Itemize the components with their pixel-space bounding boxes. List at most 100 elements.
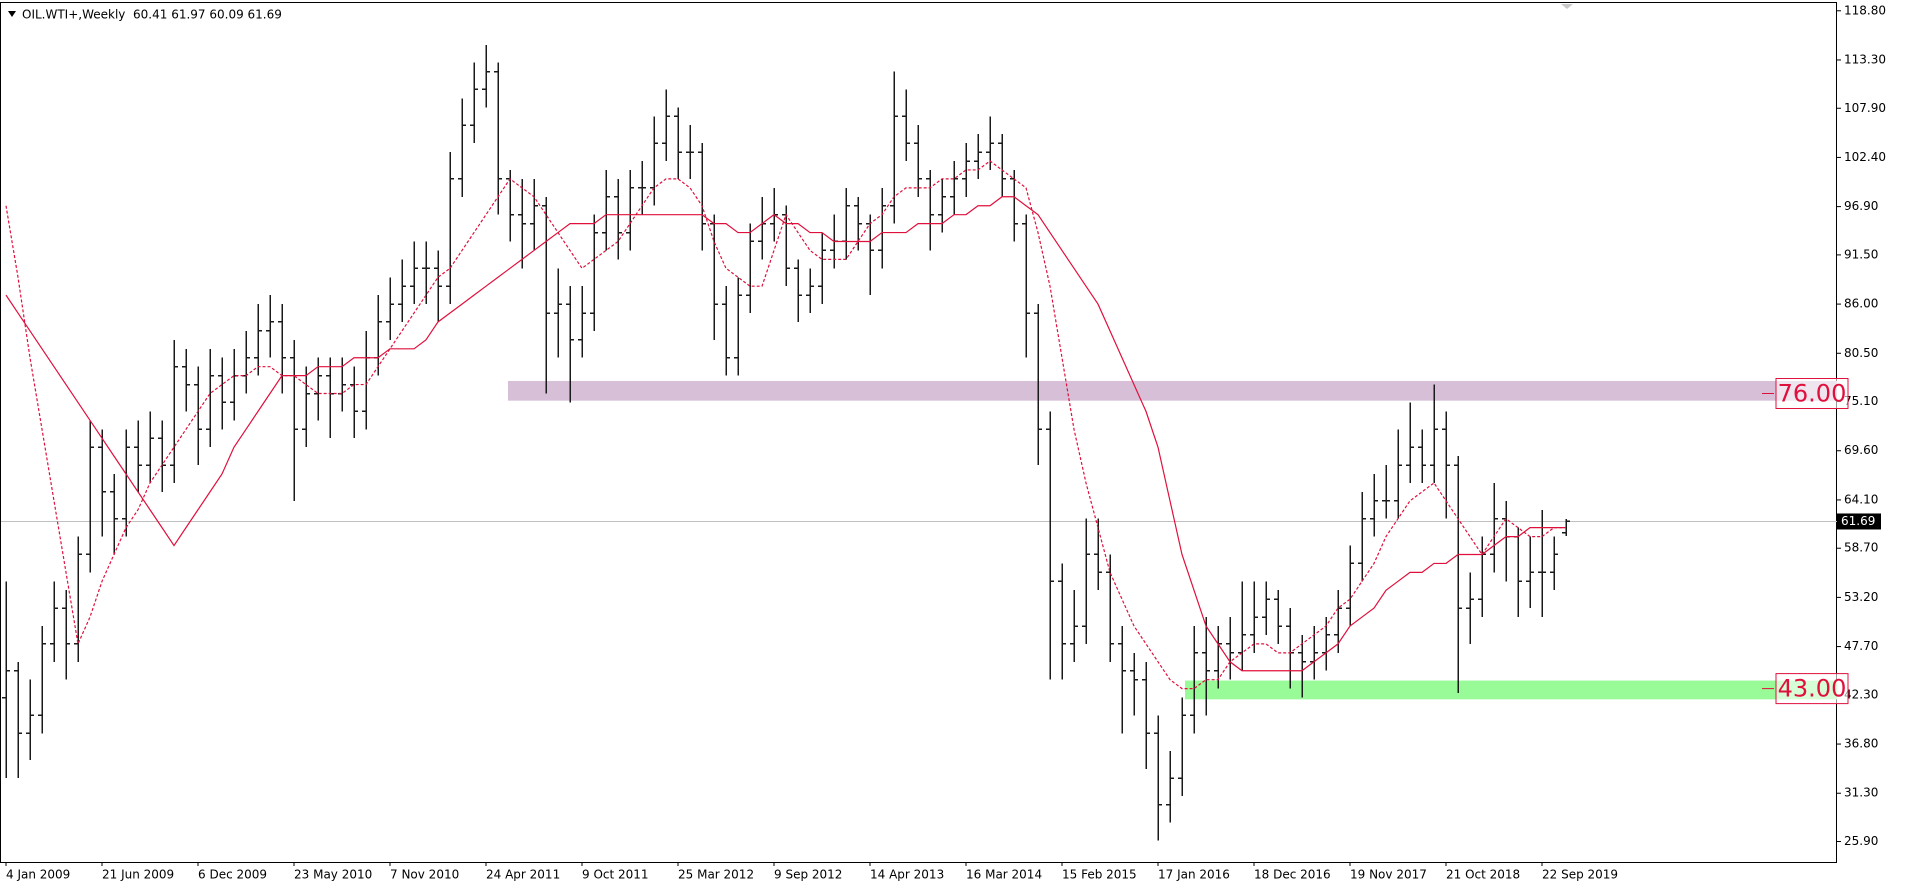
ohlc-bar bbox=[398, 259, 406, 322]
last-price-box bbox=[1837, 513, 1881, 530]
ohlc-bar bbox=[218, 357, 226, 430]
ohlc-bar bbox=[878, 187, 886, 269]
x-tick-label: 25 Mar 2012 bbox=[678, 868, 754, 882]
level-label: 43.00 bbox=[1778, 675, 1847, 703]
ohlc-bar bbox=[110, 473, 118, 555]
ohlc-bar bbox=[1226, 617, 1234, 680]
ohlc-bar bbox=[950, 161, 958, 215]
x-tick-label: 18 Dec 2016 bbox=[1254, 868, 1331, 882]
ohlc-bar bbox=[14, 661, 22, 779]
ohlc-bar bbox=[1382, 465, 1390, 519]
ohlc-bar bbox=[302, 366, 310, 448]
ohlc-bar bbox=[314, 357, 322, 421]
ohlc-bar bbox=[1166, 751, 1174, 823]
ohlc-bar bbox=[1250, 581, 1258, 653]
level-label-box bbox=[1775, 378, 1849, 410]
ohlc-bar bbox=[974, 134, 982, 179]
ohlc-bar bbox=[674, 107, 682, 179]
ohlc-bar bbox=[254, 304, 262, 376]
x-tick-label: 14 Apr 2013 bbox=[870, 868, 944, 882]
ohlc-bar bbox=[1058, 563, 1066, 680]
y-tick-label: 42.30 bbox=[1844, 687, 1878, 701]
x-tick-label: 17 Jan 2016 bbox=[1158, 868, 1230, 882]
y-tick-label: 96.90 bbox=[1844, 199, 1878, 213]
chart-title: OIL.WTI+,Weekly 60.41 61.97 60.09 61.69 bbox=[22, 8, 282, 22]
ohlc-bar bbox=[1106, 554, 1114, 662]
level-label: 76.00 bbox=[1778, 380, 1847, 408]
x-tick-label: 9 Oct 2011 bbox=[582, 868, 649, 882]
ohlc-bar bbox=[746, 223, 754, 314]
ohlc-bar bbox=[194, 366, 202, 466]
ohlc-bar bbox=[998, 134, 1006, 197]
ohlc-bar bbox=[1346, 545, 1354, 627]
ohlc-bar bbox=[1334, 590, 1342, 653]
ohlc-bar bbox=[890, 71, 898, 224]
x-tick-label: 7 Nov 2010 bbox=[390, 868, 459, 882]
ohlc-bar bbox=[794, 259, 802, 322]
ohlc-bar bbox=[290, 339, 298, 501]
ohlc-bar bbox=[626, 169, 634, 251]
ohlc-bar bbox=[686, 125, 694, 179]
moving-average bbox=[5, 160, 1566, 690]
ohlc-bar bbox=[518, 178, 526, 269]
ohlc-bar bbox=[266, 295, 274, 358]
ohlc-bar bbox=[170, 339, 178, 483]
ohlc-bar bbox=[1370, 473, 1378, 537]
ohlc-bar bbox=[902, 89, 910, 162]
ohlc-bar bbox=[446, 152, 454, 305]
ohlc-bar bbox=[1118, 626, 1126, 734]
ohlc-bar bbox=[1130, 652, 1138, 716]
ohlc-bar bbox=[530, 178, 538, 251]
ohlc-bar bbox=[206, 348, 214, 448]
ohlc-bar bbox=[566, 286, 574, 403]
ohlc-bar bbox=[146, 411, 154, 483]
ohlc-bar bbox=[1046, 411, 1054, 680]
ohlc-bar bbox=[782, 205, 790, 287]
x-tick-label: 6 Dec 2009 bbox=[198, 868, 267, 882]
ohlc-bar bbox=[1418, 429, 1426, 483]
y-tick-label: 107.90 bbox=[1844, 101, 1886, 115]
ohlc-bar bbox=[1406, 402, 1414, 483]
x-tick-label: 9 Sep 2012 bbox=[774, 868, 842, 882]
ohlc-bar bbox=[1022, 214, 1030, 358]
y-tick-label: 86.00 bbox=[1844, 297, 1878, 311]
ohlc-bar bbox=[1190, 626, 1198, 734]
x-tick-label: 24 Apr 2011 bbox=[486, 868, 560, 882]
ohlc-bar bbox=[1262, 581, 1270, 635]
y-tick-label: 102.40 bbox=[1844, 150, 1886, 164]
ohlc-bar bbox=[698, 143, 706, 251]
ohlc-bar bbox=[2, 581, 10, 779]
x-tick-label: 22 Sep 2019 bbox=[1542, 868, 1618, 882]
ohlc-bar bbox=[1202, 617, 1210, 716]
ohlc-bar bbox=[122, 429, 130, 537]
last-price-label: 61.69 bbox=[1841, 514, 1875, 528]
ohlc-bar bbox=[482, 44, 490, 108]
ohlc-bar bbox=[98, 429, 106, 537]
ohlc-bar bbox=[914, 125, 922, 197]
ohlc-bar bbox=[278, 304, 286, 394]
y-tick-label: 53.20 bbox=[1844, 590, 1878, 604]
ohlc-bar bbox=[1154, 715, 1162, 841]
ohlc-bar bbox=[662, 89, 670, 162]
ohlc-bar bbox=[470, 62, 478, 144]
ohlc-bar bbox=[1394, 429, 1402, 519]
ohlc-bar bbox=[1034, 304, 1042, 466]
ohlc-bar bbox=[1142, 661, 1150, 770]
ohlc-bar bbox=[590, 214, 598, 331]
x-tick-label: 19 Nov 2017 bbox=[1350, 868, 1427, 882]
ohlc-bar bbox=[1010, 169, 1018, 242]
y-tick-label: 31.30 bbox=[1844, 786, 1878, 800]
ohlc-bar bbox=[1070, 590, 1078, 662]
ohlc-bar bbox=[1082, 518, 1090, 644]
y-tick-label: 91.50 bbox=[1844, 247, 1878, 261]
menu-triangle bbox=[8, 11, 16, 17]
ohlc-bar bbox=[554, 268, 562, 358]
x-tick-label: 15 Feb 2015 bbox=[1062, 868, 1137, 882]
y-tick-label: 69.60 bbox=[1844, 443, 1878, 457]
level-zone bbox=[508, 380, 1837, 401]
moving-average bbox=[5, 196, 1566, 672]
ohlc-bar bbox=[38, 626, 46, 734]
ohlc-bar bbox=[50, 581, 58, 662]
